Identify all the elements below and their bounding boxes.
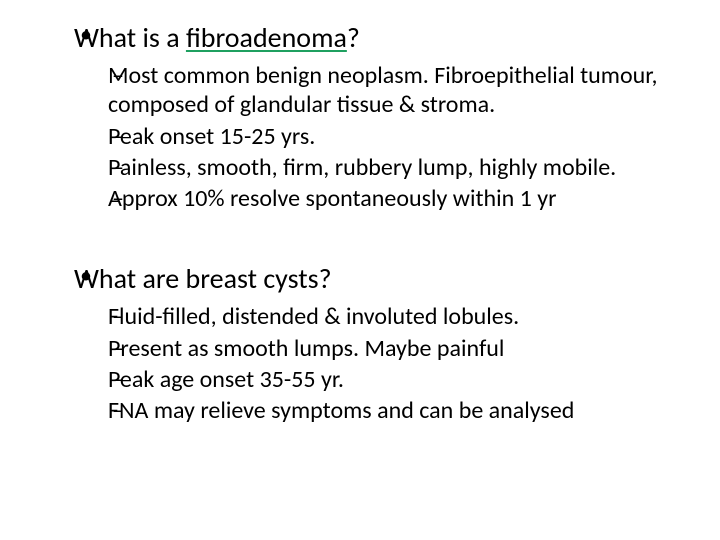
bullet-list-2: What are breast cysts? Fluid-filled, dis…: [40, 261, 680, 425]
list-item: Peak age onset 35-55 yr.: [108, 365, 680, 394]
heading-2-text: What are breast cysts?: [74, 261, 332, 296]
sublist-1: Most common benign neoplasm. Fibroepithe…: [74, 61, 680, 213]
list-item: Approx 10% resolve spontaneously within …: [108, 184, 680, 213]
heading-2: What are breast cysts? Fluid-filled, dis…: [74, 261, 680, 425]
heading-1-term: fibroadenoma: [186, 20, 347, 55]
heading-1-pre: What is a: [74, 20, 186, 55]
list-item: Peak onset 15-25 yrs.: [108, 122, 680, 151]
list-item: Fluid-filled, distended & involuted lobu…: [108, 302, 680, 331]
heading-1: What is a fibroadenoma? Most common beni…: [74, 20, 680, 213]
list-item: Present as smooth lumps. Maybe painful: [108, 334, 680, 363]
bullet-list-1: What is a fibroadenoma? Most common beni…: [40, 20, 680, 213]
section-gap: [40, 219, 680, 261]
list-item: FNA may relieve symptoms and can be anal…: [108, 396, 680, 425]
list-item: Painless, smooth, firm, rubbery lump, hi…: [108, 153, 680, 182]
heading-1-post: ?: [347, 20, 360, 55]
slide-body: What is a fibroadenoma? Most common beni…: [0, 0, 720, 540]
list-item: Most common benign neoplasm. Fibroepithe…: [108, 61, 680, 120]
sublist-2: Fluid-filled, distended & involuted lobu…: [74, 302, 680, 425]
